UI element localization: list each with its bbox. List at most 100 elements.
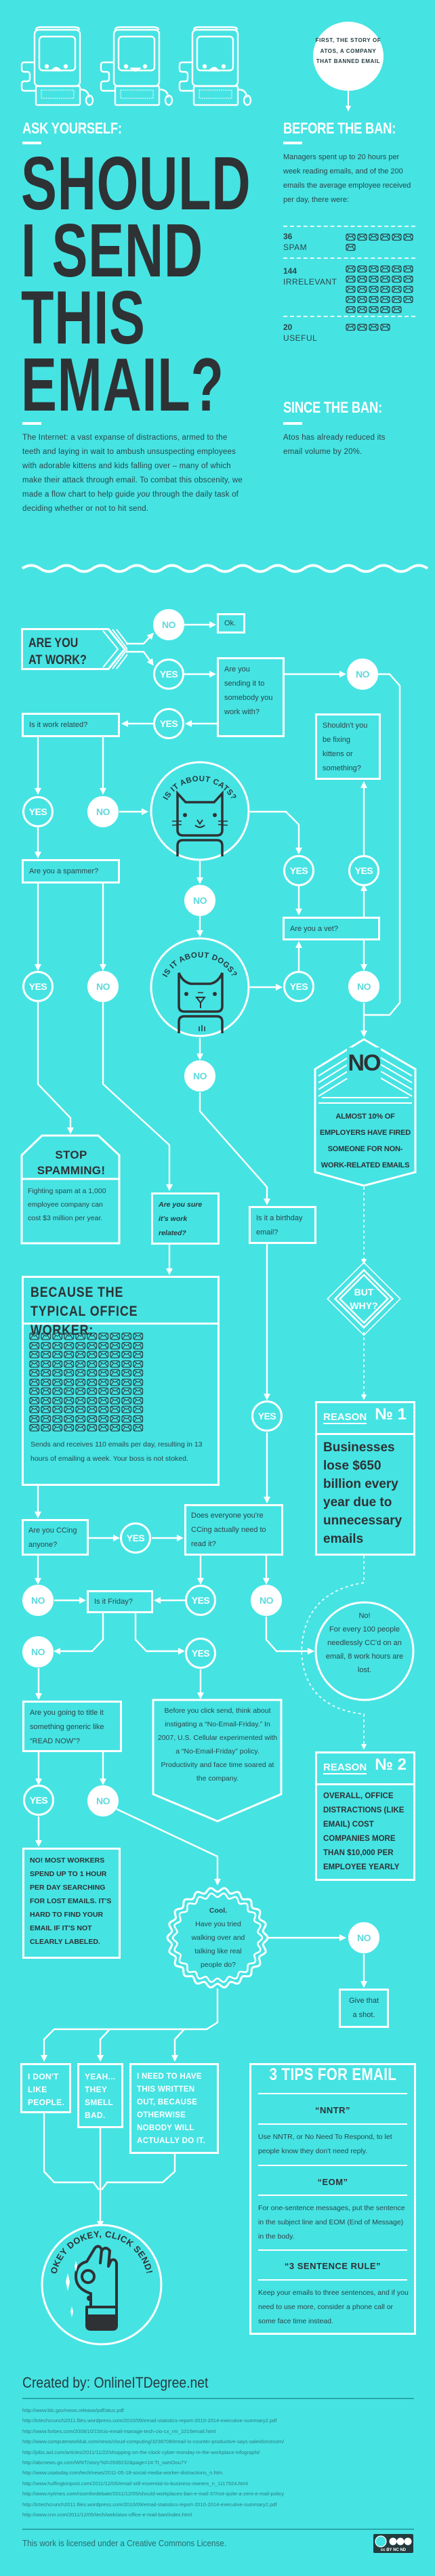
source-link[interactable]: http://jobs.aol.com/articles/2011/11/22/… [22,2449,260,2455]
email-icon [64,1405,75,1413]
email-icon [87,1350,98,1358]
email-icon [52,1415,63,1423]
email-icon [121,1387,132,1395]
email-icon [75,1387,86,1395]
email-icon [29,1396,40,1405]
email-icon [64,1332,75,1340]
email-icon [75,1424,86,1432]
email-icon [52,1387,63,1395]
email-icon [357,233,367,241]
computer-icon [100,26,173,106]
cat-question-circle: IS IT ABOUT CATS? [150,761,250,861]
generic-title-box: Are you going to title it something gene… [22,1701,122,1752]
email-icon [64,1396,75,1405]
useful-email-icons [346,323,417,333]
email-icon [133,1342,144,1350]
email-icon [121,1378,132,1386]
source-link[interactable]: http://www.computerworlduk.com/news/clou… [22,2438,285,2445]
email-icon [369,233,379,241]
ask-yourself-heading: ASK YOURSELF: [22,119,147,138]
cc-fact-circle [314,1601,415,1701]
source-link[interactable]: http://www.huffingtonpost.com/2011/12/05… [22,2480,248,2487]
email-icon [392,295,402,304]
email-icon [392,275,402,283]
email-icon [52,1424,63,1432]
source-link[interactable]: http://tctechcrunch2011.files.wordpress.… [22,2501,277,2508]
email-icon [346,295,356,304]
cool-question: Have you tried walking over and talking … [191,1920,245,1969]
email-icon [392,233,402,241]
reason-1-text: Businesses lose $650 billion every year … [323,1440,402,1546]
email-icon [75,1405,86,1413]
source-link[interactable]: http://www.usatoday.com/tech/news/2011-0… [22,2470,223,2476]
email-icon [346,275,356,283]
email-icon [29,1332,40,1340]
wave-divider [21,564,429,573]
email-icon [87,1424,98,1432]
source-link[interactable]: http://www.cnn.com/2011/12/05/tech/web/a… [22,2512,192,2518]
before-ban-text: Managers spent up to 20 hours per week r… [283,153,411,204]
email-icon [357,306,367,314]
email-icon [87,1415,98,1423]
excuse-box: I DON'T LIKE PEOPLE. [20,2063,71,2113]
email-icon [346,306,356,314]
stop-sign-shape [20,1134,121,1245]
email-icon [41,1424,51,1432]
email-icon [64,1424,75,1432]
cool-badge-text: Cool. Have you tried walking over and ta… [184,1904,252,1972]
email-icon [392,285,402,293]
email-icon [75,1360,86,1368]
divider-dash [283,422,302,425]
tip-text: For one-sentence messages, put the sente… [258,2204,405,2241]
email-icon [75,1378,86,1386]
email-icon [369,295,379,304]
yes-node: YES [251,1400,283,1432]
source-link[interactable]: http://www.nytimes.com/roomfordebate/201… [22,2491,285,2497]
email-icon [392,306,402,314]
intro-paragraph: The Internet: a vast expanse of distract… [22,434,243,513]
email-icon [41,1415,51,1423]
no-node: NO [184,1060,215,1092]
email-icon [133,1396,144,1405]
email-icon [369,306,379,314]
email-icon [110,1369,121,1377]
cat-icon [171,790,228,856]
email-icon [133,1405,144,1413]
email-icon [52,1332,63,1340]
email-icon [110,1378,121,1386]
email-icon [380,285,390,293]
divider [258,2165,407,2166]
email-icon [110,1342,121,1350]
reason-label: REASON [323,1762,367,1774]
no-node: NO [22,1585,54,1616]
email-icon [87,1342,98,1350]
email-icon [29,1378,40,1386]
excuse-box: I NEED TO HAVE THIS WRITTEN OUT, BECAUSE… [129,2063,219,2154]
source-link[interactable]: http://tctechcrunch2011.files.wordpress.… [22,2417,277,2424]
source-link[interactable]: http://www.bls.gov/news.release/pdf/atus… [22,2407,124,2413]
computer-icons [20,26,252,106]
email-icon [357,323,367,331]
email-icon [121,1342,132,1350]
sure-work-related-box: Are you sure it's work related? [151,1192,220,1245]
email-icon [29,1360,40,1368]
office-worker-title: BECAUSE THE TYPICAL OFFICE WORKER: [30,1285,138,1338]
source-link[interactable]: http://abcnews.go.com/WNT/story?id=29392… [22,2459,188,2466]
source-link[interactable]: http://www.forbes.com/2008/10/15/cio-ema… [22,2428,216,2434]
email-icon [121,1369,132,1377]
speech-bubble [313,22,384,91]
no-node: NO [87,796,119,827]
email-icon [87,1332,98,1340]
yes-node: YES [348,855,379,886]
office-worker-text: Sends and receives 110 emails per day, r… [30,1440,203,1463]
excuse-box: YEAH... THEY SMELL BAD. [77,2063,123,2128]
email-icon [369,285,379,293]
email-icon [380,323,390,331]
email-icon [403,295,413,304]
email-icon [52,1350,63,1358]
email-icon [64,1350,75,1358]
cc-badge-text: cc BY NC ND [381,2548,407,2552]
friday-box: Is it Friday? [87,1590,153,1613]
ask-yourself-text: ASK YOURSELF: [22,119,122,137]
